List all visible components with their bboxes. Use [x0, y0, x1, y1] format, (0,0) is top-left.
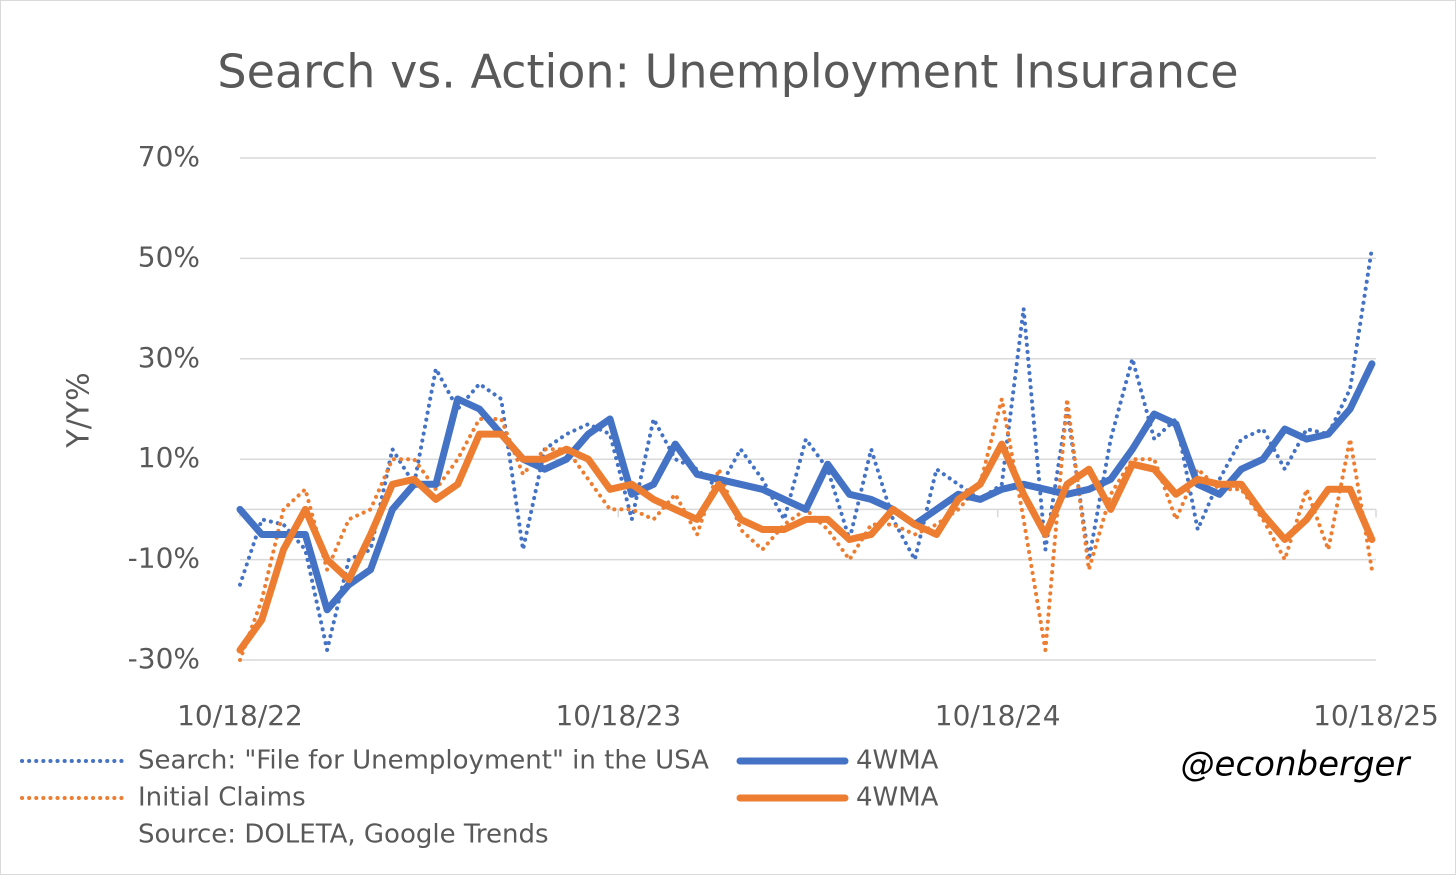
legend-label: Initial Claims — [138, 783, 306, 813]
x-tick-label: 10/18/23 — [555, 699, 681, 732]
source-note: Source: DOLETA, Google Trends — [138, 820, 549, 850]
y-tick-label: 50% — [138, 240, 200, 273]
y-tick-label: 10% — [138, 441, 200, 474]
series-line — [236, 430, 1376, 654]
legend-label: 4WMA — [856, 783, 939, 813]
dotted-series-line — [238, 246, 1374, 652]
legend-label: 4WMA — [856, 746, 939, 776]
y-tick-label: 70% — [138, 140, 200, 173]
chart-title: Search vs. Action: Unemployment Insuranc… — [217, 45, 1238, 99]
series-line — [236, 360, 1376, 614]
y-tick-label: 30% — [138, 341, 200, 374]
y-tick-label: -10% — [128, 542, 200, 575]
y-axis-label: Y/Y% — [62, 372, 97, 448]
x-tick-label: 10/18/25 — [1313, 699, 1439, 732]
y-tick-label: -30% — [128, 642, 200, 675]
x-tick-label: 10/18/24 — [935, 699, 1061, 732]
legend-label: Search: "File for Unemployment" in the U… — [138, 746, 709, 776]
watermark: @econberger — [1181, 745, 1412, 785]
x-tick-label: 10/18/22 — [177, 699, 303, 732]
